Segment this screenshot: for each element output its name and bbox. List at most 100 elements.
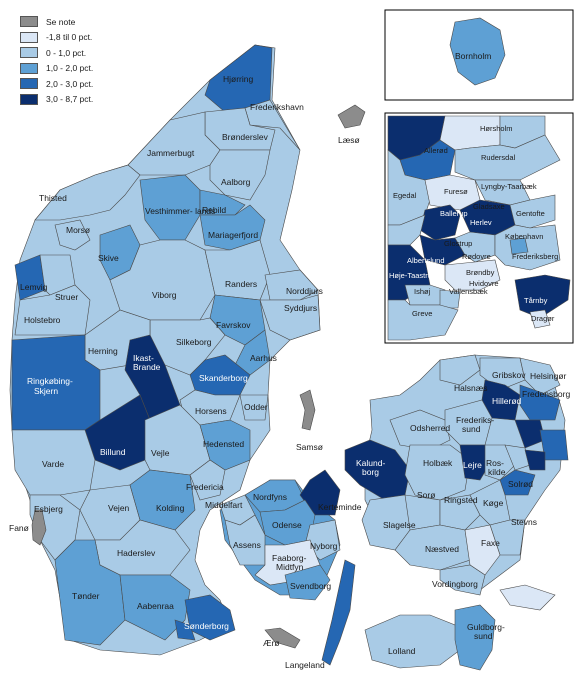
label-faxe: Faxe xyxy=(481,538,500,548)
label-sonderborg: Sønderborg xyxy=(184,621,229,631)
label-nyborg: Nyborg xyxy=(310,541,338,551)
legend-swatch xyxy=(20,78,38,90)
label-hvidovre: Hvidovre xyxy=(469,279,499,288)
label-guldborgsund: Guldborg-sund xyxy=(467,622,505,641)
label-aalborg: Aalborg xyxy=(221,177,251,187)
label-herning: Herning xyxy=(88,346,118,356)
label-hillerod: Hillerød xyxy=(492,396,522,406)
label-bornholm: Bornholm xyxy=(455,51,491,61)
label-lyngby-taarbaek: Lyngby-Taarbæk xyxy=(481,182,537,191)
legend-label: -1,8 til 0 pct. xyxy=(46,32,93,43)
label-egedal: Egedal xyxy=(393,191,417,200)
label-hedensted: Hedensted xyxy=(203,439,244,449)
label-tarnby: Tårnby xyxy=(524,296,548,305)
label-gladsaxe: Gladsaxe xyxy=(473,202,505,211)
legend-item: 3,0 - 8,7 pct. xyxy=(20,92,93,108)
label-aarhus: Aarhus xyxy=(250,353,277,363)
island-laeso xyxy=(337,104,366,129)
label-koge: Køge xyxy=(483,498,504,508)
legend-swatch xyxy=(20,16,38,28)
label-horsens: Horsens xyxy=(195,406,227,416)
region-guldborgsund xyxy=(454,604,496,671)
label-brondby: Brøndby xyxy=(466,268,495,277)
label-svendborg: Svendborg xyxy=(290,581,331,591)
label-tonder: Tønder xyxy=(72,591,100,601)
label-vejle: Vejle xyxy=(151,448,170,458)
island-samso xyxy=(299,389,316,431)
label-soro: Sorø xyxy=(417,490,435,500)
copenhagen-inset xyxy=(384,112,574,344)
label-skive: Skive xyxy=(98,253,119,263)
label-albertslund: Albertslund xyxy=(407,256,445,265)
label-syddjurs: Syddjurs xyxy=(284,303,317,313)
island-aero xyxy=(264,627,301,649)
label-morso: Morsø xyxy=(66,225,90,235)
label-fredensborg: Fredensborg xyxy=(522,389,570,399)
label-billund: Billund xyxy=(100,447,126,457)
label-samso: Samsø xyxy=(296,442,323,452)
label-kerteminde: Kerteminde xyxy=(318,502,362,512)
region-bornholm xyxy=(449,17,506,86)
label-silkeborg: Silkeborg xyxy=(176,337,212,347)
legend-swatch xyxy=(20,31,38,43)
label-norddjurs: Norddjurs xyxy=(286,286,323,296)
legend-item: 0 - 1,0 pct. xyxy=(20,45,93,61)
label-bronderslev: Brønderslev xyxy=(222,132,269,142)
label-frederikshavn: Frederikshavn xyxy=(250,102,304,112)
label-vordingborg: Vordingborg xyxy=(432,579,478,589)
legend-item: Se note xyxy=(20,14,93,30)
label-ringkobing-skjern: Ringkøbing-Skjern xyxy=(27,376,73,396)
label-middelfart: Middelfart xyxy=(205,500,243,510)
label-laeso: Læsø xyxy=(338,135,360,145)
label-roskilde: Ros-kilde xyxy=(486,458,506,477)
label-frederiksberg: Frederiksberg xyxy=(512,252,558,261)
label-stevns: Stevns xyxy=(511,517,537,527)
label-lolland: Lolland xyxy=(388,646,416,656)
label-holstebro: Holstebro xyxy=(24,315,61,325)
legend-swatch xyxy=(20,47,38,59)
label-vejen: Vejen xyxy=(108,503,130,513)
label-favrskov: Favrskov xyxy=(216,320,251,330)
label-struer: Struer xyxy=(55,292,78,302)
label-gentofte: Gentofte xyxy=(516,209,545,218)
label-odsherred: Odsherred xyxy=(410,423,450,433)
label-lemvig: Lemvig xyxy=(20,282,48,292)
label-rebild: Rebild xyxy=(202,205,226,215)
lolland-falster xyxy=(364,604,496,671)
legend-swatch xyxy=(20,93,38,105)
label-haderslev: Haderslev xyxy=(117,548,156,558)
legend-label: 1,0 - 2,0 pct. xyxy=(46,63,94,74)
label-aabenraa: Aabenraa xyxy=(137,601,174,611)
label-thisted: Thisted xyxy=(39,193,67,203)
label-vallensbaek: Vallensbæk xyxy=(449,287,488,296)
label-holbaek: Holbæk xyxy=(423,458,453,468)
label-ishoj: Ishøj xyxy=(414,287,431,296)
bornholm-inset xyxy=(384,9,574,101)
legend-item: -1,8 til 0 pct. xyxy=(20,30,93,46)
label-halsnaes: Halsnæs xyxy=(454,383,488,393)
legend-item: 1,0 - 2,0 pct. xyxy=(20,61,93,77)
label-solrod: Solrød xyxy=(508,479,533,489)
label-allerod: Allerød xyxy=(424,146,448,155)
label-mariagerfjord: Mariagerfjord xyxy=(208,230,258,240)
island-fano xyxy=(31,509,47,546)
map-legend: Se note -1,8 til 0 pct. 0 - 1,0 pct. 1,0… xyxy=(20,14,93,107)
label-aero: Ærø xyxy=(263,638,280,648)
funen xyxy=(219,469,356,666)
legend-item: 2,0 - 3,0 pct. xyxy=(20,76,93,92)
zealand xyxy=(344,354,569,611)
label-naestved: Næstved xyxy=(425,544,459,554)
label-horsholm: Hørsholm xyxy=(480,124,513,133)
label-odense: Odense xyxy=(272,520,302,530)
label-ikast-brande: Ikast-Brande xyxy=(133,353,161,372)
legend-label: 3,0 - 8,7 pct. xyxy=(46,94,94,105)
label-kalundborg: Kalund-borg xyxy=(356,458,385,477)
label-kolding: Kolding xyxy=(156,503,185,513)
label-assens: Assens xyxy=(233,540,261,550)
label-fano: Fanø xyxy=(9,523,29,533)
label-esbjerg: Esbjerg xyxy=(34,504,63,514)
label-frederikssund: Frederiks-sund xyxy=(456,415,494,434)
label-fredericia: Fredericia xyxy=(186,482,224,492)
label-rudersdal: Rudersdal xyxy=(481,153,516,162)
label-randers: Randers xyxy=(225,279,257,289)
